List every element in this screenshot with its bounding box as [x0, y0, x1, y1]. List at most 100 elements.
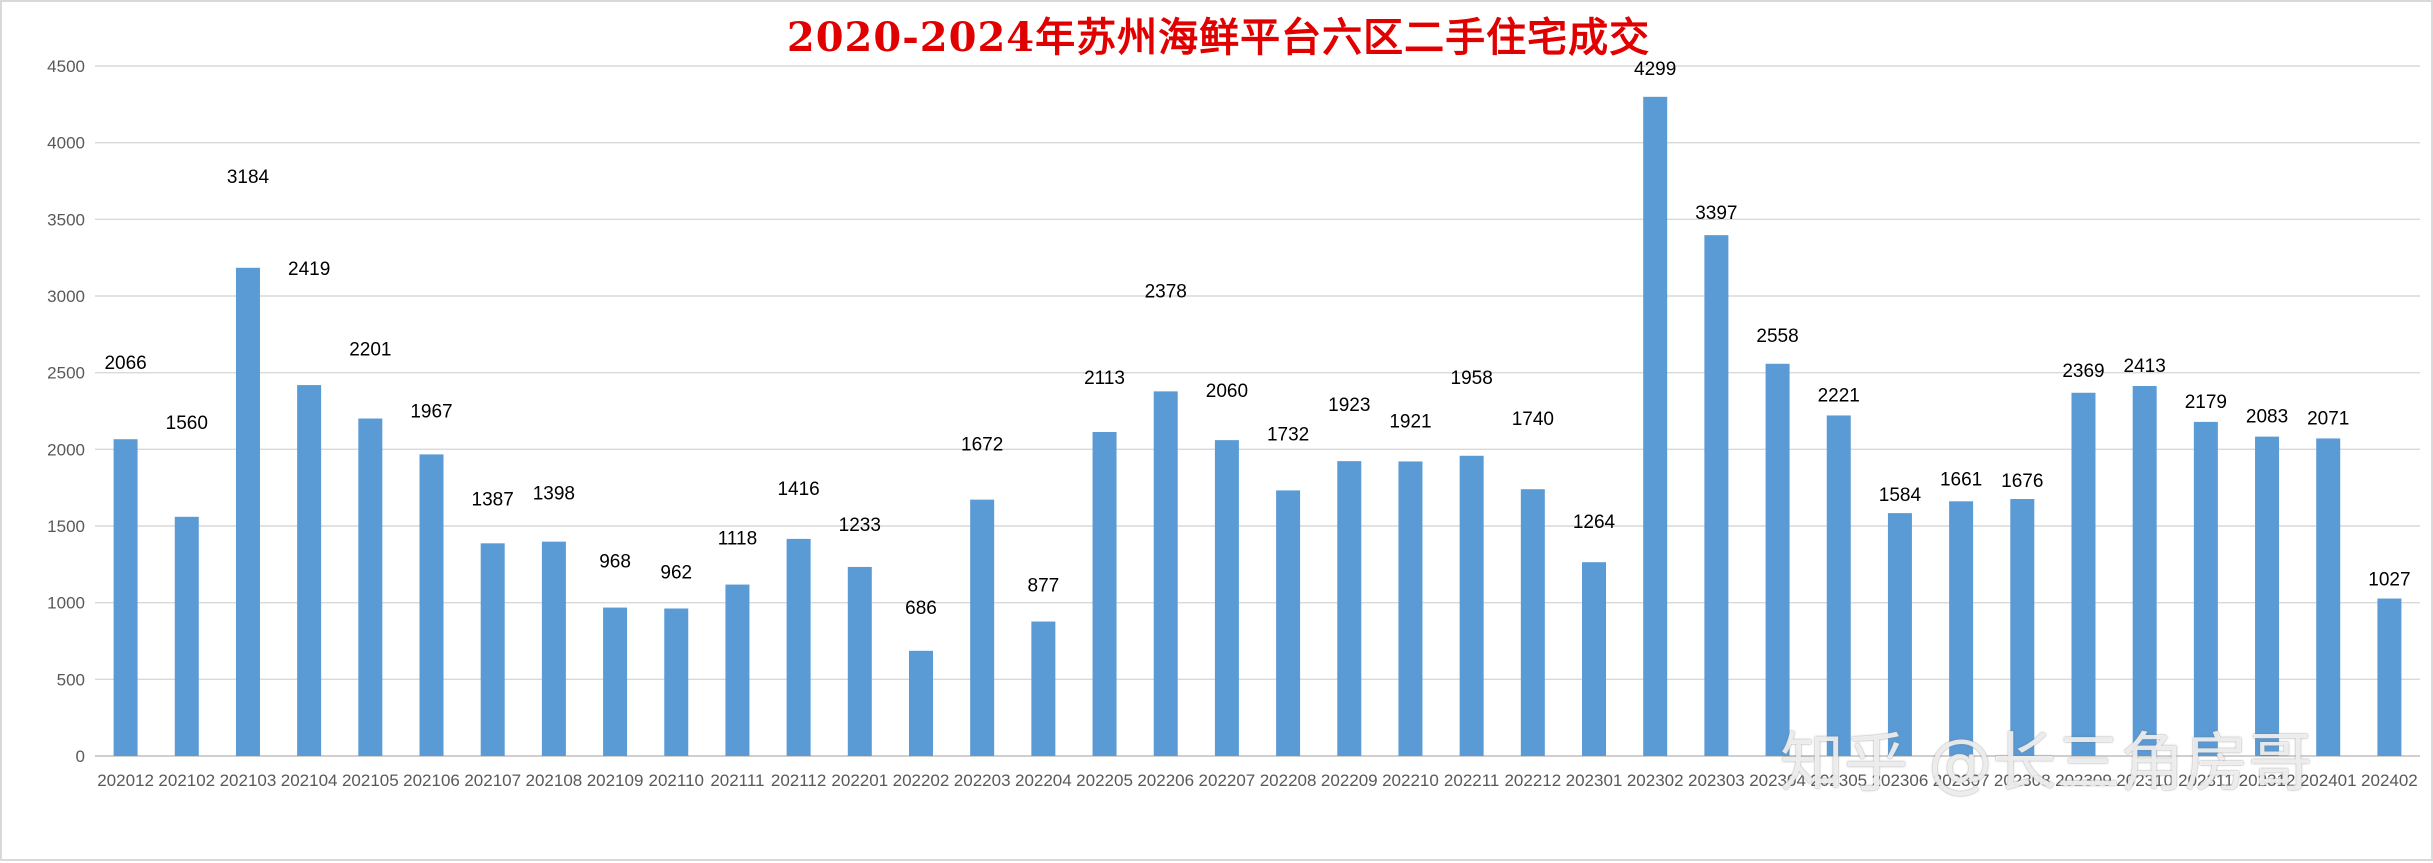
data-label: 1027 [2368, 570, 2410, 591]
bar [664, 608, 689, 756]
bar [1398, 461, 1423, 756]
y-tick-label: 4500 [47, 57, 85, 76]
data-label: 1672 [961, 435, 1003, 456]
data-label: 1676 [2001, 471, 2043, 492]
bar [2316, 438, 2341, 756]
x-tick-label: 202204 [1015, 771, 1072, 790]
x-tick-label: 202312 [2239, 771, 2296, 790]
data-label: 968 [599, 552, 631, 573]
data-label: 3397 [1695, 203, 1737, 224]
data-label: 2369 [2062, 361, 2104, 382]
x-tick-label: 202107 [464, 771, 521, 790]
x-tick-label: 202302 [1627, 771, 1684, 790]
data-label: 2413 [2124, 356, 2166, 377]
x-tick-label: 202108 [526, 771, 583, 790]
y-tick-label: 500 [57, 670, 85, 689]
y-tick-label: 4000 [47, 134, 85, 153]
x-tick-label: 202202 [893, 771, 950, 790]
x-tick-label: 202310 [2116, 771, 2173, 790]
bar [541, 541, 566, 756]
bar [1643, 96, 1668, 756]
x-tick-label: 202304 [1749, 771, 1806, 790]
data-label: 2378 [1145, 281, 1187, 302]
data-label: 1387 [472, 489, 514, 510]
bar [1826, 415, 1851, 756]
data-label: 2201 [349, 340, 391, 361]
data-label: 2060 [1206, 381, 1248, 402]
bar [1276, 490, 1301, 756]
y-tick-label: 2000 [47, 440, 85, 459]
y-tick-label: 3500 [47, 210, 85, 229]
bar [1214, 440, 1239, 756]
x-tick-label: 202109 [587, 771, 644, 790]
x-tick-label: 202105 [342, 771, 399, 790]
bar [1459, 455, 1484, 756]
bar [358, 418, 383, 756]
bar [1582, 562, 1607, 756]
bar [2010, 499, 2035, 756]
data-label: 1732 [1267, 424, 1309, 445]
bar [1704, 235, 1729, 757]
data-label: 1264 [1573, 512, 1616, 533]
data-label: 1233 [839, 515, 881, 536]
bar [847, 566, 872, 756]
bar [1153, 391, 1178, 756]
data-label: 2221 [1818, 385, 1860, 406]
x-tick-label: 202205 [1076, 771, 1133, 790]
y-tick-label: 1000 [47, 594, 85, 613]
bar [419, 454, 444, 756]
bar [174, 516, 199, 756]
y-tick-label: 0 [76, 747, 85, 766]
x-tick-label: 202207 [1199, 771, 1256, 790]
data-label: 877 [1028, 576, 1060, 597]
data-label: 1584 [1879, 485, 1922, 506]
bar [1765, 363, 1790, 756]
bar [480, 543, 505, 756]
x-tick-label: 202305 [1810, 771, 1867, 790]
bar [235, 267, 260, 756]
bar [725, 584, 750, 756]
x-tick-label: 202208 [1260, 771, 1317, 790]
x-tick-label: 202309 [2055, 771, 2112, 790]
bar [1949, 501, 1974, 756]
x-tick-label: 202111 [710, 771, 764, 790]
data-label: 1398 [533, 484, 575, 505]
data-label: 3184 [227, 167, 270, 188]
x-tick-label: 202211 [1444, 771, 1499, 790]
y-tick-label: 1500 [47, 517, 85, 536]
data-label: 2419 [288, 259, 330, 280]
data-label: 962 [660, 562, 692, 583]
x-tick-label: 202103 [220, 771, 277, 790]
data-label: 2071 [2307, 408, 2349, 429]
bar [2193, 421, 2218, 756]
data-label: 2083 [2246, 407, 2288, 428]
x-tick-label: 202311 [2178, 771, 2233, 790]
x-tick-label: 202401 [2300, 771, 2357, 790]
x-tick-label: 202201 [831, 771, 888, 790]
bar [786, 538, 811, 756]
bar [1031, 621, 1056, 756]
x-tick-label: 202210 [1382, 771, 1439, 790]
data-label: 1118 [718, 529, 757, 550]
x-tick-label: 202307 [1933, 771, 1990, 790]
x-tick-label: 202203 [954, 771, 1011, 790]
bar [2132, 386, 2157, 756]
data-label: 2179 [2185, 392, 2227, 413]
bar [113, 439, 138, 756]
x-tick-label: 202206 [1137, 771, 1194, 790]
y-tick-label: 3000 [47, 287, 85, 306]
bar [1092, 432, 1117, 756]
bar [1887, 513, 1912, 756]
x-tick-label: 202102 [158, 771, 215, 790]
bar [603, 607, 628, 756]
data-label: 2558 [1756, 326, 1798, 347]
x-tick-label: 202303 [1688, 771, 1745, 790]
bar [2071, 392, 2096, 756]
x-tick-label: 202209 [1321, 771, 1378, 790]
data-label: 2066 [104, 353, 146, 374]
data-label: 1560 [166, 413, 208, 434]
bar [970, 499, 995, 756]
data-label: 2113 [1084, 368, 1125, 389]
